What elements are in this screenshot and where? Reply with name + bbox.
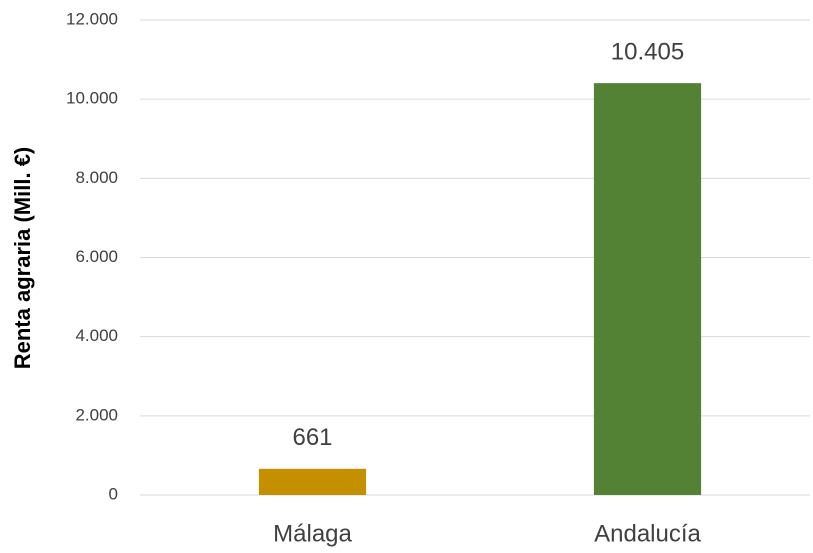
x-tick-label: Andalucía (594, 520, 701, 547)
value-label: 661 (292, 424, 332, 451)
bar (258, 468, 367, 495)
y-tick-label: 10.000 (66, 89, 118, 108)
y-axis-label: Renta agraria (Mill. €) (10, 147, 35, 370)
y-tick-label: 6.000 (75, 247, 118, 266)
x-tick-label: Málaga (273, 520, 352, 547)
value-label: 10.405 (611, 38, 684, 65)
y-tick-label: 8.000 (75, 168, 118, 187)
y-tick-label: 4.000 (75, 326, 118, 345)
bar (593, 83, 702, 496)
y-tick-label: 0 (109, 484, 118, 503)
y-tick-label: 2.000 (75, 405, 118, 424)
y-tick-label: 12.000 (66, 9, 118, 28)
